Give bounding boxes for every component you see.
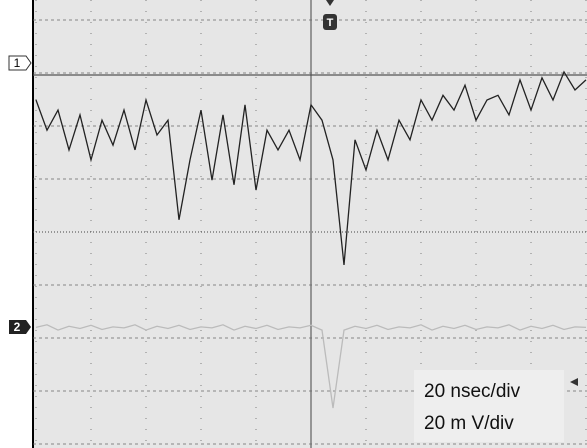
trigger-label: T (327, 17, 334, 29)
trace (35, 70, 587, 265)
trace (35, 324, 587, 409)
ch1-label: 1 (14, 56, 21, 70)
trigger-marker (323, 14, 337, 30)
ch2-marker (9, 320, 31, 334)
scale-box (414, 370, 564, 442)
ch2-label: 2 (14, 320, 21, 334)
ch1-marker (8, 55, 32, 71)
level-arrow (570, 378, 578, 386)
volt-scale: 20 m V/div (424, 413, 514, 434)
trigger-arrow (326, 0, 334, 6)
time-scale: 20 nsec/div (424, 381, 521, 402)
